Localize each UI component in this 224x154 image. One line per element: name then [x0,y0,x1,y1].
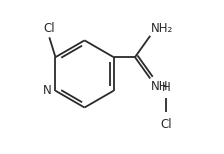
Text: N: N [43,84,52,97]
Text: Cl: Cl [43,22,55,35]
Text: H: H [162,81,170,94]
Text: Cl: Cl [160,118,172,131]
Text: NH: NH [151,80,168,93]
Text: NH₂: NH₂ [151,22,173,35]
